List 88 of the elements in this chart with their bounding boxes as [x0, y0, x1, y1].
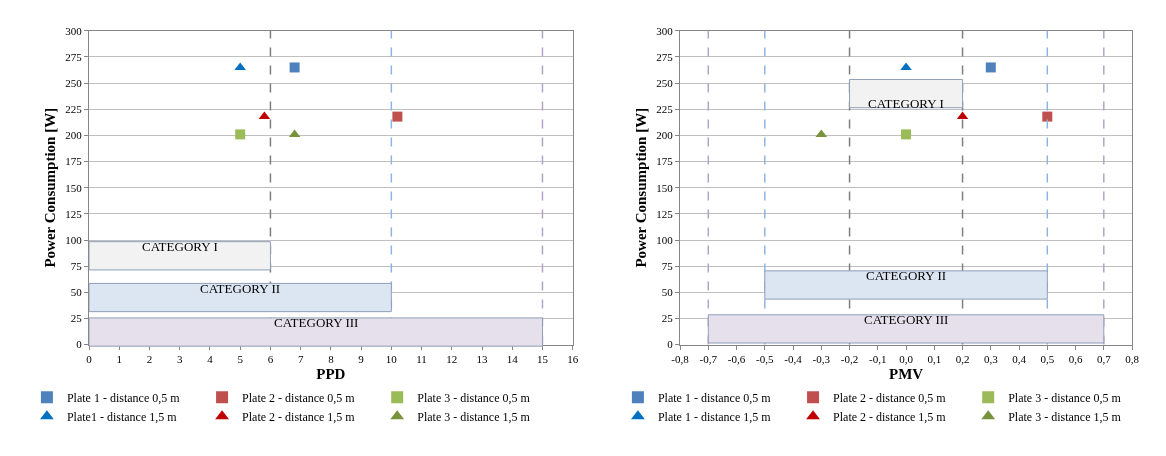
- x-tick-label: 6: [267, 352, 274, 365]
- x-tick-label: 4: [207, 352, 214, 365]
- band-label: CATEGORY I: [868, 96, 944, 111]
- y-tick-label: 100: [65, 233, 83, 246]
- x-tick-label: 10: [385, 352, 398, 365]
- y-tick-label: 150: [656, 181, 674, 194]
- x-tick-label: -0,5: [756, 352, 774, 365]
- legend-label: Plate 2 - distance 1,5 m: [833, 409, 947, 424]
- y-tick-label: 125: [65, 207, 83, 220]
- legend-label: Plate 1 - distance 1,5 m: [657, 409, 772, 424]
- legend-label: Plate 3 - distance 0,5 m: [417, 390, 531, 405]
- y-tick-label: 150: [65, 181, 83, 194]
- x-tick-label: 0,5: [1040, 352, 1055, 365]
- x-tick-label: -0,8: [671, 352, 690, 365]
- x-tick-label: 0,3: [983, 352, 999, 365]
- point: [1042, 111, 1053, 122]
- x-tick-label: -0,2: [840, 352, 859, 365]
- x-tick-label: 7: [297, 352, 304, 365]
- x-tick-label: 0,8: [1125, 352, 1140, 365]
- x-tick-label: 14: [506, 352, 519, 365]
- legend-label: Plate 1 - distance 0,5 m: [657, 390, 772, 405]
- x-tick-label: 12: [446, 352, 458, 365]
- y-tick-label: 200: [65, 129, 83, 142]
- point: [985, 62, 996, 73]
- x-tick-label: -0,7: [699, 352, 718, 365]
- y-tick-label: 75: [70, 260, 83, 273]
- x-tick-label: 13: [476, 352, 489, 365]
- band-label: CATEGORY II: [200, 281, 281, 296]
- legend-label: Plate 2 - distance 0,5 m: [242, 390, 356, 405]
- x-axis-title: PPD: [316, 365, 346, 382]
- y-tick-label: 50: [661, 286, 674, 299]
- x-tick-label: 9: [358, 352, 365, 365]
- x-tick-label: 2: [146, 352, 153, 365]
- x-tick-label: -0,6: [727, 352, 746, 365]
- x-tick-label: 0,2: [955, 352, 970, 365]
- y-tick-label: 175: [656, 155, 674, 168]
- y-tick-label: 275: [656, 50, 674, 63]
- y-tick-label: 0: [76, 338, 83, 351]
- band-label: CATEGORY I: [142, 239, 218, 254]
- y-tick-label: 75: [661, 260, 674, 273]
- x-tick-label: 1: [116, 352, 123, 365]
- x-tick-label: 15: [536, 352, 549, 365]
- legend-label: Plate 2 - distance 0,5 m: [833, 390, 947, 405]
- y-tick-label: 100: [656, 233, 674, 246]
- y-tick-label: 25: [70, 312, 83, 325]
- point: [289, 62, 300, 73]
- x-tick-label: 0,0: [899, 352, 914, 365]
- x-tick-label: 8: [328, 352, 335, 365]
- y-tick-label: 275: [65, 50, 83, 63]
- y-tick-label: 125: [656, 207, 674, 220]
- legend-label: Plate1 - distance 1,5 m: [66, 409, 178, 424]
- y-tick-label: 225: [656, 103, 674, 116]
- x-tick-label: 0,7: [1096, 352, 1112, 365]
- y-axis-title: Power Consumption [W]: [41, 107, 58, 268]
- y-axis-title: Power Consumption [W]: [632, 107, 649, 268]
- y-tick-label: 50: [70, 286, 83, 299]
- y-tick-label: 175: [65, 155, 83, 168]
- legend-label: Plate 3 - distance 1,5 m: [417, 409, 531, 424]
- y-tick-label: 0: [667, 338, 674, 351]
- x-tick-label: 16: [567, 352, 579, 365]
- band-label: CATEGORY III: [864, 312, 949, 327]
- y-tick-label: 25: [661, 312, 674, 325]
- band-label: CATEGORY II: [866, 268, 947, 283]
- x-tick-label: -0,3: [812, 352, 831, 365]
- point: [392, 111, 403, 122]
- point: [235, 129, 246, 140]
- x-tick-label: 0,6: [1068, 352, 1083, 365]
- y-tick-label: 300: [65, 24, 83, 37]
- x-tick-label: 11: [416, 352, 427, 365]
- y-tick-label: 300: [656, 24, 674, 37]
- point: [901, 129, 912, 140]
- x-tick-label: 5: [237, 352, 244, 365]
- y-tick-label: 250: [65, 76, 83, 89]
- x-tick-label: 3: [176, 352, 183, 365]
- y-tick-label: 225: [65, 103, 83, 116]
- legend-label: Plate 1 - distance 0,5 m: [66, 390, 181, 405]
- x-tick-label: 0,4: [1012, 352, 1027, 365]
- x-tick-label: -0,1: [869, 352, 887, 365]
- legend-label: Plate 3 - distance 1,5 m: [1008, 409, 1122, 424]
- y-tick-label: 250: [656, 76, 674, 89]
- x-tick-label: 0,1: [927, 352, 942, 365]
- x-tick-label: -0,4: [784, 352, 803, 365]
- x-tick-label: 0: [86, 352, 93, 365]
- band-label: CATEGORY III: [274, 315, 359, 330]
- y-tick-label: 200: [656, 129, 674, 142]
- legend-label: Plate 3 - distance 0,5 m: [1008, 390, 1122, 405]
- legend-label: Plate 2 - distance 1,5 m: [242, 409, 356, 424]
- x-axis-title: PMV: [888, 365, 924, 382]
